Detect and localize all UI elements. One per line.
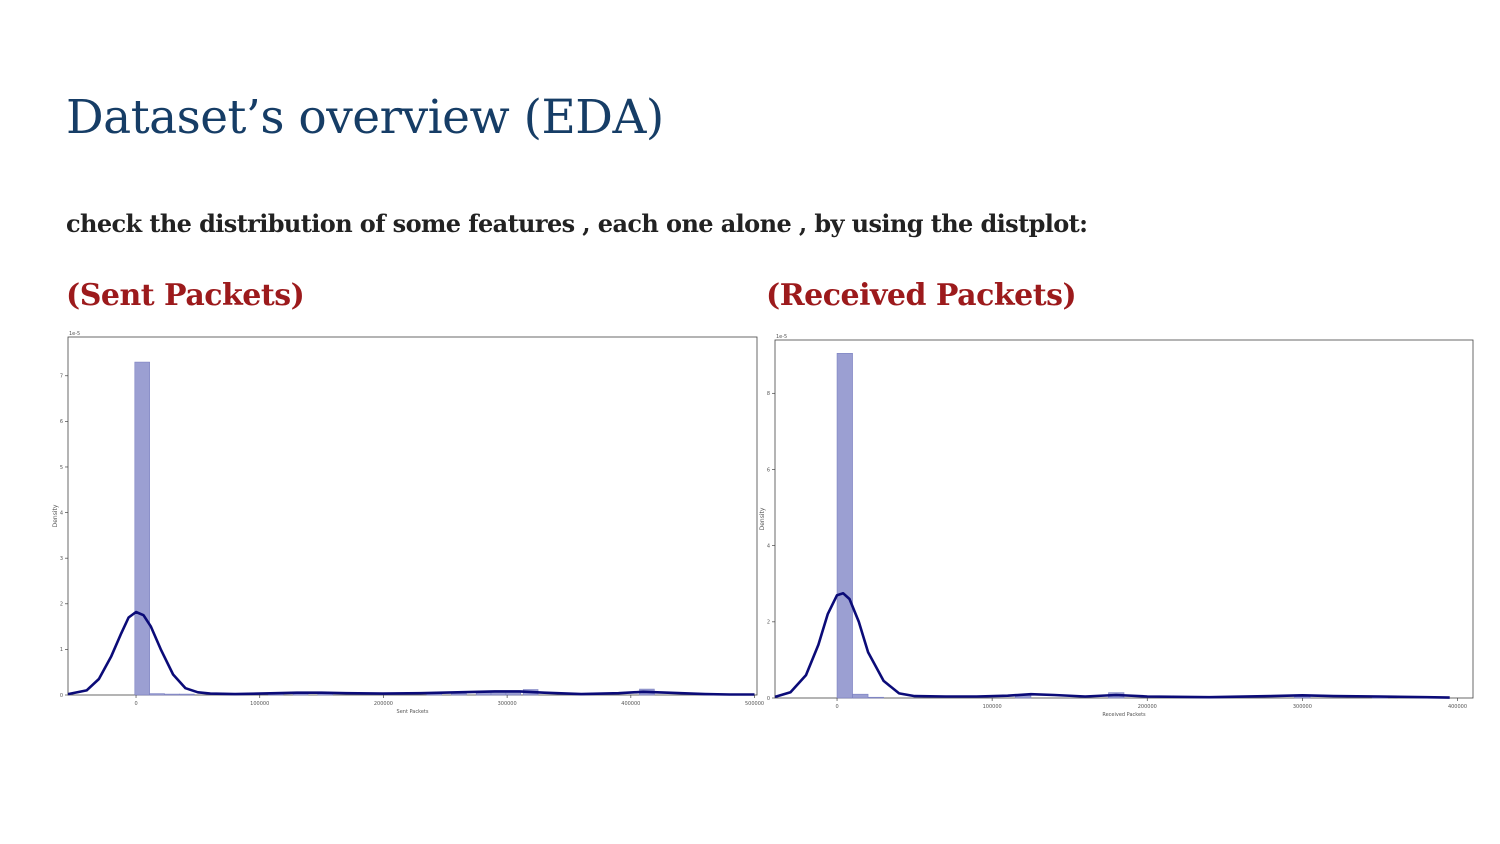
y-axis-label: Density [52, 504, 59, 527]
y-tick-label: 0 [767, 696, 770, 702]
sent-packets-heading: (Sent Packets) [66, 278, 305, 313]
x-tick-label: 200000 [1138, 704, 1157, 710]
y-tick-label: 7 [60, 374, 63, 380]
x-tick-label: 100000 [250, 701, 269, 707]
y-offset-label: 1e-5 [776, 334, 787, 340]
y-tick-label: 2 [767, 620, 770, 626]
x-tick-label: 400000 [1448, 704, 1467, 710]
kde-line [774, 591, 1450, 699]
y-tick-label: 4 [60, 510, 63, 516]
histogram-bar [836, 353, 853, 699]
y-tick-label: 5 [60, 465, 63, 471]
x-axis-label: Sent Packets [397, 709, 429, 715]
sent-packets-distplot: 0 100000 200000 300000 400000 500000 0 1 2 3 4 5 6 7 1… [52, 331, 764, 715]
received-packets-distplot: 0 100000 200000 300000 400000 0 2 4 6 8 1e-5 Receiv… [759, 334, 1474, 718]
slide-title: Dataset’s overview (EDA) [66, 90, 664, 145]
x-tick-label: 500000 [745, 701, 764, 707]
y-tick-label: 3 [60, 556, 63, 562]
x-tick-label: 200000 [374, 701, 393, 707]
y-tick-label: 6 [767, 467, 770, 473]
histogram-bar [179, 693, 195, 696]
x-tick-label: 300000 [498, 701, 517, 707]
histogram-bar [149, 693, 165, 696]
x-tick-label: 100000 [983, 704, 1002, 710]
plot-frame [774, 339, 1474, 699]
histogram-bar [852, 693, 869, 699]
received-packets-heading: (Received Packets) [766, 278, 1077, 313]
x-axis-label: Received Packets [1102, 712, 1146, 718]
y-tick-label: 8 [767, 391, 770, 397]
kde-line [67, 610, 755, 696]
x-tick-label: 0 [835, 704, 838, 710]
y-tick-label: 0 [60, 693, 63, 699]
histogram-bar [164, 693, 180, 696]
y-tick-label: 4 [767, 543, 770, 549]
y-tick-label: 6 [60, 419, 63, 425]
x-tick-label: 300000 [1293, 704, 1312, 710]
x-tick-label: 400000 [621, 701, 640, 707]
y-tick-label: 2 [60, 602, 63, 608]
histogram-bar [134, 361, 150, 696]
plot-frame [67, 336, 758, 696]
x-tick-label: 0 [134, 701, 137, 707]
y-offset-label: 1e-5 [69, 331, 80, 337]
slide-subtitle: check the distribution of some features … [66, 209, 1088, 238]
y-tick-label: 1 [60, 647, 63, 653]
y-axis-label: Density [759, 507, 766, 530]
histogram-bar [867, 696, 884, 699]
